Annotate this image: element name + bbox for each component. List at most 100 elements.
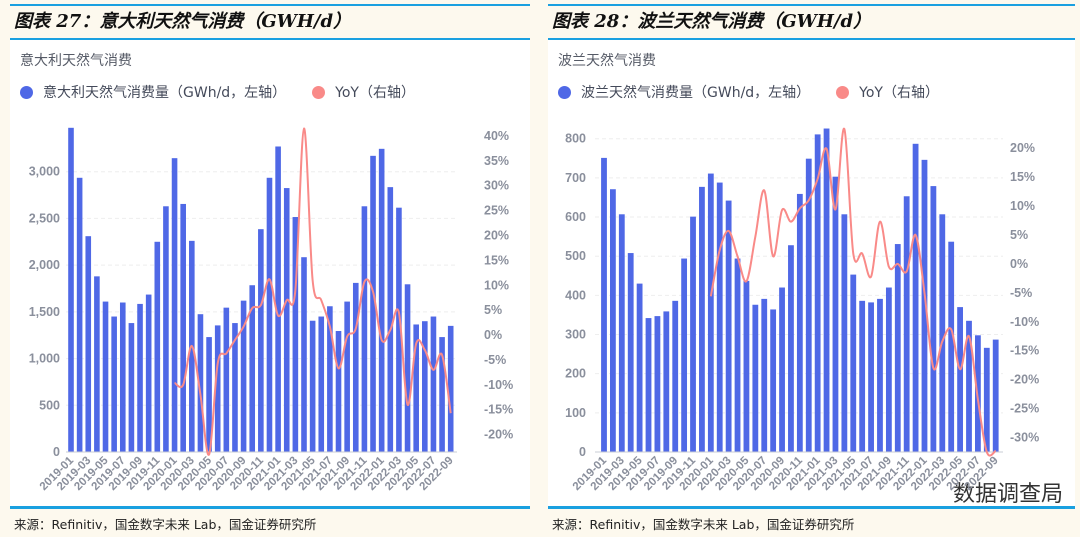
bar (725, 200, 732, 452)
bar (957, 307, 963, 452)
y-right-tick-label: -5% (1010, 286, 1032, 300)
bar (672, 300, 679, 452)
y-left-tick-label: 200 (565, 367, 586, 381)
bar (850, 274, 857, 452)
source-note: 来源：Refinitiv，国金数字未来 Lab，国金证券研究所 (14, 517, 317, 532)
bar (180, 203, 186, 452)
y-right-tick-label: -10% (484, 378, 513, 392)
yoy-line (709, 128, 997, 457)
bar (223, 307, 230, 452)
y-right-tick-label: 10% (484, 278, 509, 292)
bar (796, 193, 803, 452)
bar (903, 196, 910, 452)
y-left-tick-label: 3,000 (29, 165, 60, 179)
bar (76, 177, 83, 452)
y-right-tick-label: 15% (484, 253, 509, 267)
legend-item-line[interactable]: YoY（右轴） (836, 82, 939, 102)
bar (743, 280, 750, 452)
bar (163, 206, 169, 452)
bar (654, 316, 661, 452)
y-left-tick-label: 1,500 (29, 305, 60, 319)
y-left-tick-label: 600 (565, 210, 586, 224)
y-right-tick-label: 25% (484, 204, 509, 218)
bar (309, 320, 316, 452)
y-right-tick-label: 15% (1010, 170, 1035, 184)
bar (154, 241, 161, 452)
bar (102, 301, 109, 452)
y-right-tick-label: -30% (1010, 431, 1039, 445)
y-left-tick-label: 100 (565, 406, 586, 420)
bar (885, 287, 892, 452)
y-right-tick-label: 20% (484, 228, 509, 242)
figure-title: 图表 28：波兰天然气消费（GWH/d） (548, 4, 1075, 40)
bar (921, 159, 928, 453)
bar (699, 186, 705, 453)
bar (352, 282, 359, 452)
legend-item-line[interactable]: YoY（右轴） (312, 82, 415, 102)
bar (327, 306, 333, 452)
bar (636, 283, 643, 452)
bar (823, 128, 830, 453)
legend-dot-icon (558, 85, 571, 99)
bar (378, 148, 385, 452)
y-right-tick-label: 20% (1010, 141, 1035, 155)
y-left-tick-label: 400 (565, 288, 586, 302)
bar (85, 236, 92, 452)
bar (877, 298, 883, 452)
bar (983, 347, 990, 452)
watermark-logo: 数据调查局 (952, 482, 1063, 507)
bar (663, 311, 670, 452)
bar (734, 258, 741, 452)
y-right-tick-label: 35% (484, 154, 509, 168)
y-right-tick-label: 10% (1010, 199, 1035, 213)
bar (413, 324, 419, 452)
y-left-tick-label: 500 (565, 249, 586, 263)
y-left-tick-label: 700 (565, 171, 586, 185)
bar (868, 302, 874, 452)
bar (214, 325, 221, 452)
legend-item-bar[interactable]: 意大利天然气消费量（GWh/d，左轴） (20, 82, 286, 102)
bar (301, 257, 307, 452)
y-right-tick-label: -20% (484, 428, 513, 442)
bar (145, 294, 152, 452)
y-right-tick-label: -15% (484, 403, 513, 417)
bar (645, 318, 652, 452)
bar (841, 214, 848, 452)
y-right-tick-label: -25% (1010, 402, 1039, 416)
bar (404, 284, 411, 452)
bar (128, 323, 135, 452)
chart-title: 意大利天然气消费 (20, 53, 132, 69)
bar (992, 339, 999, 452)
bar (752, 304, 759, 452)
bar (335, 331, 342, 452)
bar (206, 337, 212, 452)
bar (707, 173, 714, 452)
legend: 意大利天然气消费量（GWh/d，左轴） YoY（右轴） (20, 82, 441, 102)
divider (548, 506, 1075, 509)
bar (430, 316, 437, 452)
y-left-tick-label: 800 (565, 132, 586, 146)
bar (447, 325, 454, 452)
legend-dot-icon (836, 85, 850, 99)
bar (318, 316, 325, 452)
legend-item-bar[interactable]: 波兰天然气消费量（GWh/d，左轴） (558, 82, 810, 102)
y-right-tick-label: 5% (484, 303, 502, 317)
bar (232, 323, 238, 452)
y-left-tick-label: 2,500 (29, 211, 60, 225)
bar (439, 337, 445, 452)
bar (618, 214, 625, 452)
y-left-tick-label: 500 (39, 398, 60, 412)
bar (894, 244, 901, 452)
y-right-tick-label: 40% (484, 129, 509, 143)
y-right-tick-label: -5% (484, 353, 506, 367)
bar (137, 303, 143, 452)
bar (266, 177, 273, 452)
bar (119, 302, 126, 452)
bar (832, 176, 839, 452)
legend-dot-icon (312, 85, 326, 99)
legend-label: YoY（右轴） (335, 85, 415, 101)
bar (779, 287, 785, 452)
y-right-tick-label: -15% (1010, 344, 1039, 358)
